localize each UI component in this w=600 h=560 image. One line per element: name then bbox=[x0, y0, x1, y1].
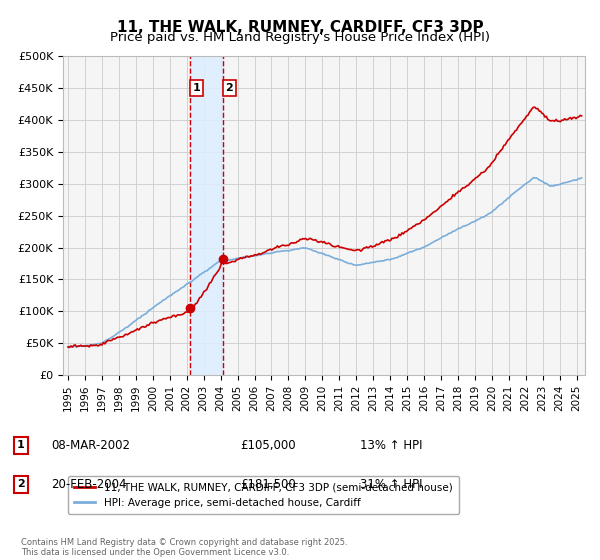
Text: Price paid vs. HM Land Registry's House Price Index (HPI): Price paid vs. HM Land Registry's House … bbox=[110, 31, 490, 44]
Text: £105,000: £105,000 bbox=[240, 438, 296, 452]
Text: £181,500: £181,500 bbox=[240, 478, 296, 491]
Text: 1: 1 bbox=[193, 83, 200, 93]
Text: Contains HM Land Registry data © Crown copyright and database right 2025.
This d: Contains HM Land Registry data © Crown c… bbox=[21, 538, 347, 557]
Bar bbox=[190, 56, 223, 375]
Text: 11, THE WALK, RUMNEY, CARDIFF, CF3 3DP: 11, THE WALK, RUMNEY, CARDIFF, CF3 3DP bbox=[116, 20, 484, 35]
Text: 13% ↑ HPI: 13% ↑ HPI bbox=[360, 438, 422, 452]
Text: 1: 1 bbox=[17, 440, 25, 450]
Text: 20-FEB-2004: 20-FEB-2004 bbox=[51, 478, 127, 491]
Text: 2: 2 bbox=[226, 83, 233, 93]
Text: 2: 2 bbox=[17, 479, 25, 489]
Text: 31% ↑ HPI: 31% ↑ HPI bbox=[360, 478, 422, 491]
Legend: 11, THE WALK, RUMNEY, CARDIFF, CF3 3DP (semi-detached house), HPI: Average price: 11, THE WALK, RUMNEY, CARDIFF, CF3 3DP (… bbox=[68, 476, 458, 514]
Text: 08-MAR-2002: 08-MAR-2002 bbox=[51, 438, 130, 452]
